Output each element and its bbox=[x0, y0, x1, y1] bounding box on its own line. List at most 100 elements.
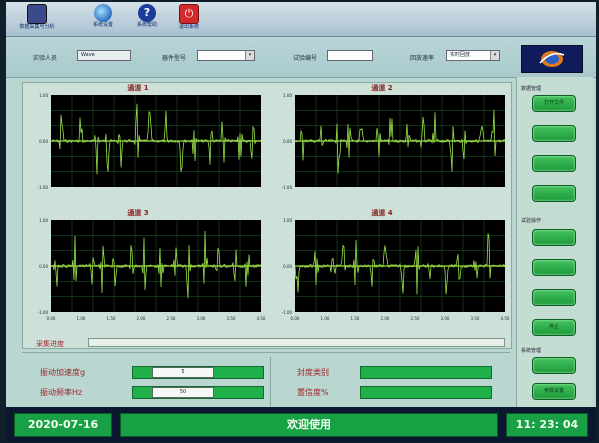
model-select[interactable]: ▾ bbox=[197, 50, 255, 61]
x-tick-label: 3.00 bbox=[197, 316, 206, 321]
status-message: 欢迎使用 bbox=[120, 413, 498, 437]
waveform-plot: 1.00 0.00 -1.00 bbox=[38, 93, 262, 190]
x-tick-label: 2.50 bbox=[411, 316, 420, 321]
y-tick-label: 1.00 bbox=[283, 93, 292, 98]
progress-bar bbox=[88, 338, 505, 347]
x-tick-label: 2.00 bbox=[381, 316, 390, 321]
param-settings-button[interactable]: 参数设置 bbox=[532, 383, 576, 400]
data-button-3[interactable] bbox=[532, 155, 576, 172]
menu-item-label: 数据采集与分析 bbox=[19, 24, 55, 30]
menu-item-acquisition[interactable]: 数据采集与分析 bbox=[18, 4, 56, 34]
open-file-button[interactable]: 打开文件 bbox=[532, 95, 576, 112]
playback-value: 实时回放 bbox=[450, 52, 471, 58]
x-tick-label: 0.00 bbox=[47, 316, 56, 321]
y-tick-label: 1.00 bbox=[283, 218, 292, 223]
tester-label: 实验人员 bbox=[33, 55, 58, 62]
power-icon: ⏻ bbox=[179, 4, 199, 24]
status-bar: 2020-07-16 欢迎使用 11: 23: 04 bbox=[6, 407, 596, 442]
data-button-4[interactable] bbox=[532, 185, 576, 202]
chart-title: 通道 4 bbox=[371, 209, 393, 217]
test-no-label: 试验编号 bbox=[293, 55, 318, 62]
waveform-plot: 1.00 0.00 -1.00 bbox=[282, 93, 506, 190]
system-button-1[interactable] bbox=[532, 357, 576, 374]
menu-item-help[interactable]: ? 系统帮助 bbox=[128, 4, 166, 34]
channel-2-chart: 通道 2 1.00 0.00 -1.00 bbox=[267, 83, 511, 203]
hermetic-label: 封度类别 bbox=[297, 368, 329, 377]
x-tick-label: 4.50 bbox=[257, 316, 266, 321]
chart-title: 通道 1 bbox=[127, 84, 149, 92]
menu-item-exit[interactable]: ⏻ 退出系统 bbox=[170, 4, 208, 34]
menu-bar: 数据采集与分析 系统设置 ? 系统帮助 ⏻ 退出系统 bbox=[6, 2, 596, 37]
hermetic-value bbox=[360, 366, 492, 379]
test-no-field[interactable] bbox=[327, 50, 373, 61]
help-icon: ? bbox=[138, 4, 156, 22]
x-tick-label: 1.00 bbox=[321, 316, 330, 321]
chart-panel: 通道 1 1.00 0.00 -1.00 通道 2 1.00 0.00 -1.00 通道… bbox=[22, 82, 512, 349]
chart-title: 通道 2 bbox=[371, 84, 393, 92]
globe-logo-icon bbox=[539, 51, 565, 67]
x-tick-label: 1.50 bbox=[107, 316, 116, 321]
model-label: 器件型号 bbox=[162, 55, 187, 62]
freq-label: 振动频率Hz bbox=[40, 388, 83, 397]
section-data-mgmt-label: 数据管理 bbox=[521, 86, 542, 92]
position-value bbox=[360, 386, 492, 399]
chevron-down-icon: ▾ bbox=[245, 51, 254, 60]
section-test-ops-label: 试验操作 bbox=[521, 218, 542, 224]
y-tick-label: 0.00 bbox=[39, 264, 48, 269]
globe-icon bbox=[94, 4, 112, 22]
status-time: 11: 23: 04 bbox=[506, 413, 588, 437]
tester-value: Wave bbox=[81, 52, 95, 58]
channel-1-chart: 通道 1 1.00 0.00 -1.00 bbox=[23, 83, 267, 203]
menu-item-label: 系统设置 bbox=[92, 22, 113, 28]
y-tick-label: 1.00 bbox=[39, 93, 48, 98]
menu-item-label: 系统帮助 bbox=[136, 22, 157, 28]
waveform-plot: 1.000.00-1.000.00 1.00 1.50 2.00 2.50 3.00 3.5… bbox=[282, 218, 510, 321]
accel-value[interactable]: 5 bbox=[152, 367, 214, 378]
x-tick-label: 1.50 bbox=[351, 316, 360, 321]
test-button-2[interactable] bbox=[532, 259, 576, 276]
waveform-plot: 1.000.00-1.000.00 1.00 1.50 2.00 2.50 3.00 3.5… bbox=[38, 218, 266, 321]
y-tick-label: 0.00 bbox=[283, 139, 292, 144]
section-system-label: 系统管理 bbox=[521, 348, 542, 354]
right-sidebar: 数据管理 打开文件 试验操作 停止 系统管理 参数设置 bbox=[516, 77, 593, 407]
y-tick-label: 1.00 bbox=[39, 218, 48, 223]
x-tick-label: 1.00 bbox=[77, 316, 86, 321]
position-label: 置信度% bbox=[297, 388, 329, 397]
x-tick-label: 2.50 bbox=[167, 316, 176, 321]
progress-label: 采集进度 bbox=[36, 340, 64, 348]
playback-select[interactable]: 实时回放 ▾ bbox=[446, 50, 500, 61]
test-button-1[interactable] bbox=[532, 229, 576, 246]
channel-3-chart: 通道 3 1.00 0.00 -1.00 0.00 1.00 1.50 2.00 2.50 3.… bbox=[23, 208, 267, 328]
divider bbox=[270, 357, 271, 407]
freq-value[interactable]: 50 bbox=[152, 387, 214, 398]
y-tick-label: 0.00 bbox=[283, 264, 292, 269]
playback-label: 回放速率 bbox=[410, 55, 435, 62]
logo bbox=[521, 45, 583, 73]
x-tick-label: 3.00 bbox=[441, 316, 450, 321]
y-tick-label: -1.00 bbox=[38, 310, 49, 315]
menu-item-label: 退出系统 bbox=[178, 24, 199, 30]
x-tick-label: 4.50 bbox=[501, 316, 510, 321]
x-tick-label: 2.00 bbox=[137, 316, 146, 321]
main-window: 数据采集与分析 系统设置 ? 系统帮助 ⏻ 退出系统 实验人员 Wave 器件型… bbox=[6, 2, 596, 442]
y-tick-label: -1.00 bbox=[282, 310, 293, 315]
x-tick-label: 0.00 bbox=[291, 316, 300, 321]
y-tick-label: -1.00 bbox=[38, 185, 49, 190]
y-tick-label: -1.00 bbox=[282, 185, 293, 190]
monitor-icon bbox=[27, 4, 47, 24]
chart-title: 通道 3 bbox=[127, 209, 149, 217]
status-date: 2020-07-16 bbox=[14, 413, 112, 437]
stop-button[interactable]: 停止 bbox=[532, 319, 576, 336]
accel-label: 振动加速度g bbox=[40, 368, 86, 377]
y-tick-label: 0.00 bbox=[39, 139, 48, 144]
toolbar: 实验人员 Wave 器件型号 ▾ 试验编号 回放速率 实时回放 ▾ bbox=[6, 37, 596, 78]
parameter-panel: 振动加速度g 5 振动频率Hz 50 封度类别 置信度% bbox=[22, 352, 510, 408]
x-tick-label: 3.50 bbox=[471, 316, 480, 321]
chevron-down-icon: ▾ bbox=[490, 51, 499, 60]
data-button-2[interactable] bbox=[532, 125, 576, 142]
test-button-3[interactable] bbox=[532, 289, 576, 306]
menu-item-settings[interactable]: 系统设置 bbox=[84, 4, 122, 34]
channel-4-chart: 通道 4 1.00 0.00 -1.00 0.00 1.00 1.50 2.00 2.50 3.… bbox=[267, 208, 511, 328]
x-tick-label: 3.50 bbox=[227, 316, 236, 321]
tester-field[interactable]: Wave bbox=[77, 50, 131, 61]
